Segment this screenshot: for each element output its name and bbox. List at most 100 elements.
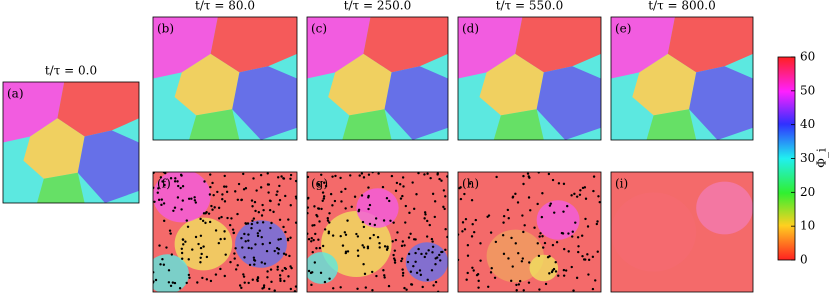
defect: [431, 245, 435, 248]
grain: [307, 252, 339, 284]
defect: [577, 245, 580, 248]
defect: [592, 175, 596, 178]
defect: [321, 199, 324, 202]
defect: [579, 189, 582, 192]
defect: [199, 246, 203, 250]
defect: [575, 195, 579, 198]
defect: [476, 273, 480, 276]
defect: [223, 274, 226, 278]
defect: [540, 215, 544, 219]
defect: [187, 258, 190, 261]
defect: [251, 205, 254, 208]
defect: [173, 281, 177, 285]
defect: [247, 233, 250, 236]
defect: [174, 177, 177, 180]
defect: [548, 272, 551, 275]
defect: [267, 183, 271, 186]
defect: [522, 230, 525, 234]
defect: [594, 279, 597, 282]
defect: [439, 259, 442, 262]
defect: [562, 274, 566, 277]
defect: [287, 218, 290, 221]
defect: [277, 252, 280, 255]
panel-label: (g): [311, 177, 328, 191]
defect: [487, 214, 491, 217]
defect: [368, 236, 372, 240]
defect: [284, 194, 287, 198]
defect: [289, 204, 292, 207]
defect: [160, 203, 163, 207]
defect: [276, 190, 279, 193]
defect: [205, 278, 209, 281]
defect: [536, 202, 539, 206]
defect: [401, 194, 404, 198]
defect: [234, 190, 237, 193]
defect: [587, 258, 591, 262]
defect: [567, 250, 570, 253]
defect: [328, 221, 331, 224]
defect: [314, 232, 317, 236]
defect: [315, 213, 318, 217]
defect: [267, 191, 270, 194]
defect: [415, 271, 419, 275]
defect: [224, 253, 227, 256]
defect: [581, 254, 584, 258]
defect: [553, 211, 556, 214]
defect: [269, 268, 273, 271]
defect: [315, 247, 318, 250]
defect: [283, 279, 286, 283]
defect: [458, 186, 461, 190]
defect: [170, 253, 174, 256]
defect: [350, 205, 353, 208]
defect: [321, 191, 325, 194]
defect: [199, 261, 202, 264]
defect: [185, 281, 188, 285]
defect: [209, 279, 213, 283]
defect: [468, 182, 472, 185]
defect: [185, 219, 189, 222]
defect: [368, 203, 372, 207]
defect: [284, 253, 288, 256]
defect: [466, 254, 470, 257]
defect: [362, 176, 366, 179]
defect: [344, 233, 348, 237]
defect: [257, 211, 261, 214]
grain: [405, 242, 448, 282]
defect: [251, 219, 254, 223]
defect: [310, 240, 313, 243]
defect: [561, 232, 565, 235]
defect: [161, 257, 164, 261]
defect: [186, 225, 190, 228]
panel-frame: [610, 16, 754, 141]
defect: [234, 247, 237, 250]
defect: [557, 182, 561, 185]
defect: [250, 226, 253, 230]
defect: [225, 190, 229, 194]
defect: [571, 230, 574, 233]
defect: [502, 252, 506, 256]
panel: [307, 17, 448, 140]
defect: [240, 198, 244, 201]
defect: [208, 220, 212, 224]
defect: [570, 194, 573, 197]
defect: [260, 261, 263, 264]
panel-title: t/τ = 0.0: [45, 64, 97, 78]
defect: [241, 246, 244, 249]
defect: [401, 240, 405, 243]
defect: [426, 172, 429, 175]
defect: [420, 252, 423, 256]
defect: [312, 238, 315, 242]
defect: [307, 175, 310, 179]
defect: [515, 289, 518, 292]
defect: [294, 179, 297, 183]
panel-title: t/τ = 250.0: [344, 0, 412, 13]
defect: [537, 254, 541, 258]
panel: [458, 172, 601, 292]
defect: [436, 173, 439, 176]
defect: [377, 172, 380, 175]
defect: [173, 206, 177, 209]
defect: [459, 197, 463, 201]
defect: [431, 240, 434, 243]
defect: [220, 215, 223, 219]
